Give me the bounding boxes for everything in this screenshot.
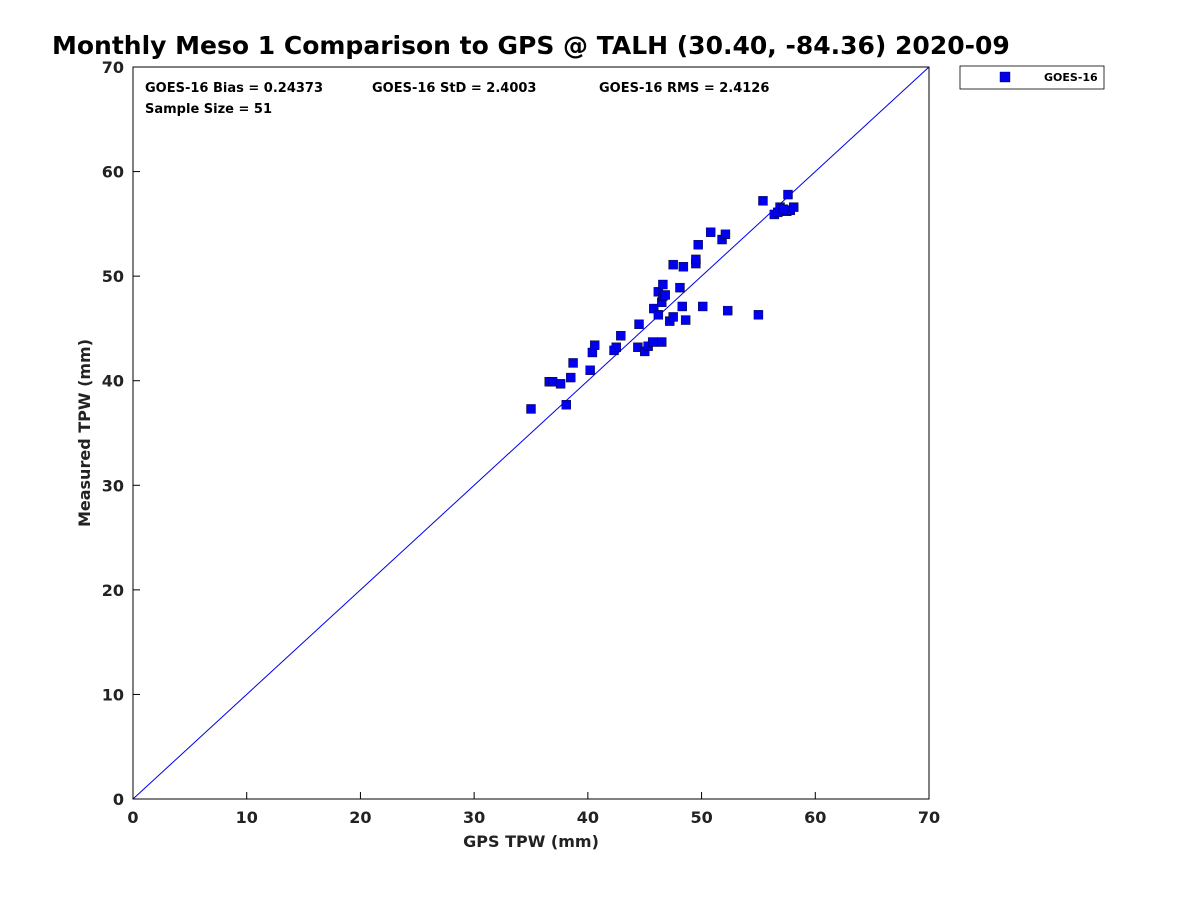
data-point: [668, 259, 678, 270]
data-point: [611, 342, 621, 352]
y-tick-label: 40: [102, 372, 124, 391]
y-tick-label: 60: [102, 163, 124, 182]
legend-marker: [999, 71, 1011, 83]
data-point: [526, 404, 536, 414]
data-point: [693, 240, 703, 250]
x-axis: 0 10 20 30 40 50 60 70: [127, 792, 940, 827]
data-point: [660, 290, 670, 300]
x-tick-label: 10: [236, 808, 258, 827]
sample-size-stat: Sample Size = 51: [145, 102, 272, 117]
data-point: [783, 189, 793, 200]
bias-stat: GOES-16 Bias = 0.24373: [145, 81, 323, 96]
legend: GOES-16: [959, 65, 1105, 90]
data-point: [547, 377, 558, 387]
data-point: [705, 227, 716, 237]
x-tick-label: 0: [127, 808, 138, 827]
std-stat: GOES-16 StD = 2.4003: [372, 81, 536, 96]
data-point: [691, 254, 701, 265]
data-point: [585, 365, 595, 375]
data-points: [526, 189, 799, 414]
data-point: [668, 312, 678, 322]
y-tick-label: 30: [102, 476, 124, 495]
x-tick-label: 30: [463, 808, 485, 827]
data-point: [653, 310, 664, 320]
data-point: [589, 340, 600, 350]
data-point: [723, 305, 733, 316]
x-axis-label: GPS TPW (mm): [463, 832, 599, 851]
data-point: [658, 279, 668, 290]
data-point: [566, 372, 576, 383]
chart-title: Monthly Meso 1 Comparison to GPS @ TALH …: [52, 31, 1010, 60]
data-point: [657, 337, 667, 347]
data-point: [758, 196, 768, 206]
data-point: [778, 204, 789, 214]
data-point: [720, 229, 731, 240]
data-point: [753, 310, 764, 320]
data-point: [555, 379, 566, 389]
y-tick-label: 20: [102, 581, 124, 600]
x-tick-label: 40: [577, 808, 599, 827]
data-point: [561, 400, 571, 410]
data-point: [788, 202, 799, 212]
y-axis: 0 10 20 30 40 50 60 70: [102, 58, 140, 809]
x-tick-label: 70: [918, 808, 940, 827]
y-axis-label: Measured TPW (mm): [75, 339, 94, 527]
data-point: [680, 315, 691, 325]
x-tick-label: 60: [804, 808, 826, 827]
y-tick-label: 0: [113, 790, 124, 809]
data-point: [678, 262, 689, 272]
data-point: [568, 358, 578, 368]
y-tick-label: 50: [102, 267, 124, 286]
data-point: [647, 337, 658, 347]
data-point: [677, 301, 687, 312]
rms-stat: GOES-16 RMS = 2.4126: [599, 81, 769, 96]
legend-label: GOES-16: [1044, 71, 1098, 84]
data-point: [698, 301, 708, 312]
data-point: [616, 331, 626, 341]
data-point: [634, 319, 644, 329]
data-point: [675, 282, 685, 293]
x-tick-label: 20: [349, 808, 371, 827]
one-to-one-line: [132, 66, 930, 800]
y-tick-label: 70: [102, 58, 124, 77]
y-tick-label: 10: [102, 685, 124, 704]
legend-box: [959, 65, 1105, 90]
x-tick-label: 50: [690, 808, 712, 827]
